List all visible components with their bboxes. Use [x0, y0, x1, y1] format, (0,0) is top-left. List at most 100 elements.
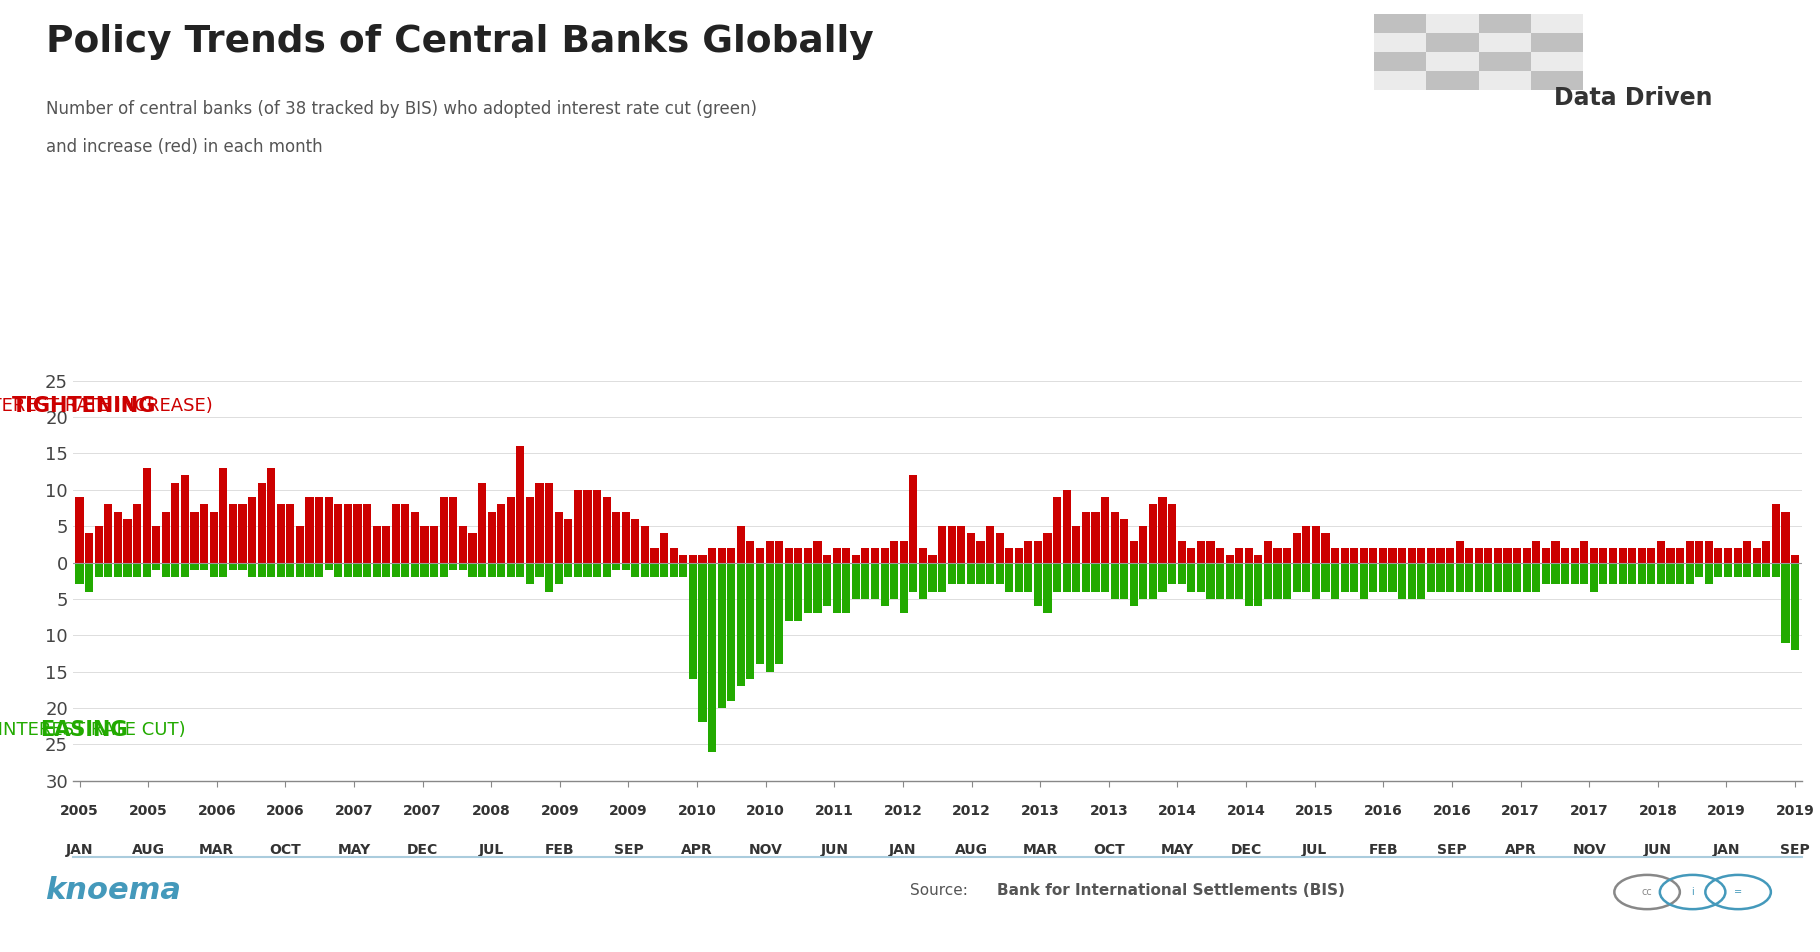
Bar — [1380, 563, 1387, 591]
Bar — [95, 563, 102, 577]
Bar — [1139, 563, 1147, 599]
Bar — [133, 563, 142, 577]
Bar — [1791, 563, 1800, 650]
Text: 2019: 2019 — [1776, 804, 1815, 819]
Bar — [335, 505, 342, 563]
Text: FEB: FEB — [544, 843, 575, 857]
Bar — [1119, 563, 1128, 599]
Text: 2007: 2007 — [404, 804, 442, 819]
Bar — [430, 563, 439, 577]
Bar — [784, 563, 794, 621]
FancyBboxPatch shape — [1531, 71, 1583, 90]
Bar — [737, 563, 744, 686]
Bar — [699, 563, 706, 723]
Bar — [1254, 563, 1263, 606]
Bar — [1341, 548, 1349, 563]
Bar — [1474, 563, 1483, 591]
Bar — [1081, 511, 1090, 563]
Text: =: = — [1734, 887, 1742, 897]
Bar — [411, 511, 419, 563]
Bar — [1407, 563, 1416, 599]
Bar — [717, 563, 726, 708]
Bar — [497, 505, 506, 563]
Bar — [957, 563, 965, 585]
Bar — [823, 563, 832, 606]
Bar — [162, 563, 169, 577]
Bar — [258, 563, 266, 577]
Bar — [1676, 548, 1684, 563]
Bar — [400, 505, 410, 563]
Text: Data Driven: Data Driven — [1554, 86, 1713, 110]
Bar — [315, 563, 324, 577]
Text: APR: APR — [1505, 843, 1536, 857]
Bar — [1456, 541, 1463, 563]
Bar — [1694, 541, 1704, 563]
Text: and increase (red) in each month: and increase (red) in each month — [46, 138, 322, 156]
Text: Bank for International Settlements (BIS): Bank for International Settlements (BIS) — [997, 883, 1345, 898]
Bar — [688, 563, 697, 679]
Bar — [1685, 563, 1694, 585]
FancyBboxPatch shape — [1478, 14, 1531, 33]
Bar — [526, 497, 533, 563]
Bar — [373, 563, 380, 577]
Bar — [400, 563, 410, 577]
Bar — [1283, 548, 1290, 563]
Bar — [1512, 548, 1522, 563]
Bar — [737, 526, 744, 563]
Bar — [238, 563, 246, 570]
Text: NOV: NOV — [1572, 843, 1607, 857]
Bar — [1398, 548, 1407, 563]
Bar — [573, 490, 582, 563]
Bar — [1714, 548, 1722, 563]
Bar — [632, 519, 639, 563]
Bar — [1207, 541, 1214, 563]
Text: SEP: SEP — [1438, 843, 1467, 857]
Bar — [1744, 541, 1751, 563]
Bar — [1034, 563, 1043, 606]
Bar — [506, 563, 515, 577]
Text: 2010: 2010 — [677, 804, 717, 819]
Bar — [1407, 548, 1416, 563]
Bar — [1485, 548, 1492, 563]
Bar — [1110, 511, 1119, 563]
Bar — [218, 563, 228, 577]
Bar — [966, 533, 976, 563]
Bar — [852, 563, 859, 599]
Bar — [1532, 563, 1540, 591]
Bar — [535, 563, 544, 577]
Bar — [115, 563, 122, 577]
Text: AUG: AUG — [131, 843, 164, 857]
Bar — [142, 468, 151, 563]
Bar — [766, 563, 774, 671]
Text: 2013: 2013 — [1021, 804, 1059, 819]
Bar — [517, 446, 524, 563]
Bar — [1330, 563, 1340, 599]
Bar — [1025, 563, 1032, 591]
Text: JAN: JAN — [1713, 843, 1740, 857]
Bar — [937, 563, 946, 591]
Bar — [661, 533, 668, 563]
Bar — [832, 548, 841, 563]
Bar — [1101, 497, 1108, 563]
Bar — [1263, 563, 1272, 599]
Bar — [488, 563, 495, 577]
Bar — [612, 511, 621, 563]
Bar — [1744, 563, 1751, 577]
FancyBboxPatch shape — [1531, 52, 1583, 71]
Bar — [344, 505, 351, 563]
Bar — [1494, 563, 1501, 591]
Bar — [1054, 497, 1061, 563]
Bar — [746, 563, 755, 679]
Bar — [1418, 548, 1425, 563]
Bar — [670, 548, 677, 563]
Bar — [1225, 555, 1234, 563]
Bar — [650, 548, 659, 563]
Bar — [479, 563, 486, 577]
Bar — [688, 555, 697, 563]
Bar — [1236, 548, 1243, 563]
Bar — [238, 505, 246, 563]
Bar — [162, 511, 169, 563]
Bar — [1341, 563, 1349, 591]
Bar — [1072, 563, 1081, 591]
Bar — [1081, 563, 1090, 591]
